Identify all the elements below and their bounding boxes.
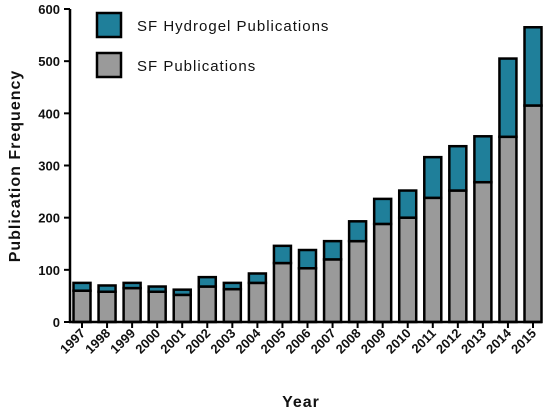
x-tick-label-2013: 2013	[458, 326, 489, 357]
bar-sf-hydrogel-publications-2006	[297, 248, 318, 270]
bar-sf-publications-2004	[247, 281, 268, 324]
bar-sf-publications-2003	[222, 287, 243, 324]
bar-sf-hydrogel-publications-2014	[498, 57, 518, 139]
bar-sf-publications-2007	[322, 258, 343, 324]
y-tick-label-400: 400	[38, 106, 60, 121]
x-tick-label-2000: 2000	[132, 326, 163, 357]
bar-sf-publications-2009	[372, 222, 393, 324]
bar-sf-hydrogel-publications-1998	[97, 284, 117, 293]
bar-sf-hydrogel-publications-1999	[122, 281, 142, 290]
bar-sf-hydrogel-publications-2008	[347, 220, 368, 243]
x-tick-label-2012: 2012	[433, 326, 464, 357]
x-tick-label-1998: 1998	[82, 326, 113, 357]
y-tick-label-500: 500	[38, 54, 60, 69]
bar-sf-hydrogel-publications-2015	[523, 26, 543, 107]
bar-sf-publications-1997	[72, 289, 92, 324]
x-tick-label-1999: 1999	[107, 326, 138, 357]
legend-swatch-sf-hydrogel-publications	[95, 11, 123, 39]
x-tick-label-2006: 2006	[283, 326, 314, 357]
bar-sf-publications-2005	[272, 261, 293, 324]
y-tick-label-300: 300	[38, 159, 60, 174]
x-tick-label-2001: 2001	[157, 326, 188, 357]
bar-sf-hydrogel-publications-2012	[448, 144, 468, 192]
bar-sf-hydrogel-publications-2005	[272, 244, 293, 265]
bar-sf-publications-2006	[297, 267, 318, 324]
legend: SF Hydrogel Publications SF Publications	[95, 11, 329, 79]
bar-sf-hydrogel-publications-2004	[247, 272, 268, 285]
bar-sf-hydrogel-publications-2011	[423, 155, 443, 200]
y-tick-label-0: 0	[53, 315, 60, 330]
bar-sf-publications-2013	[473, 180, 493, 324]
bar-sf-hydrogel-publications-2001	[172, 288, 192, 297]
x-tick-label-2002: 2002	[182, 326, 213, 357]
bar-sf-publications-2011	[423, 196, 443, 324]
x-tick-label-2009: 2009	[358, 326, 389, 357]
bar-sf-publications-2014	[498, 135, 518, 324]
x-tick-label-2010: 2010	[383, 326, 414, 357]
bar-sf-publications-2001	[172, 293, 192, 324]
bar-sf-hydrogel-publications-2002	[197, 275, 218, 288]
y-axis-title: Publication Frequency	[7, 70, 24, 263]
x-axis-title: Year	[282, 394, 320, 411]
x-tick-label-2003: 2003	[207, 326, 238, 357]
bar-sf-publications-1999	[122, 286, 142, 324]
x-tick-label-1997: 1997	[57, 326, 88, 357]
bar-sf-hydrogel-publications-2007	[322, 239, 343, 261]
bar-sf-publications-2012	[448, 189, 468, 324]
legend-swatch-sf-publications	[95, 51, 123, 79]
bar-sf-publications-2002	[197, 285, 218, 324]
bars-layer	[72, 26, 543, 324]
y-tick-label-200: 200	[38, 211, 60, 226]
x-tick-label-2004: 2004	[232, 325, 264, 357]
bar-sf-hydrogel-publications-1997	[72, 281, 92, 292]
y-tick-label-100: 100	[38, 263, 60, 278]
x-tick-label-2015: 2015	[508, 326, 539, 357]
legend-label-sf-publications: SF Publications	[137, 58, 256, 75]
bar-sf-hydrogel-publications-2003	[222, 281, 243, 291]
bar-sf-hydrogel-publications-2009	[372, 197, 393, 226]
bar-sf-publications-2000	[147, 290, 167, 324]
x-tick-label-2008: 2008	[333, 326, 364, 357]
y-tick-label-600: 600	[38, 2, 60, 17]
bar-sf-hydrogel-publications-2013	[473, 135, 493, 184]
bar-sf-publications-2008	[347, 239, 368, 324]
bar-sf-publications-1998	[97, 290, 117, 324]
x-tick-label-2011: 2011	[408, 326, 439, 357]
bar-sf-hydrogel-publications-2010	[397, 189, 418, 219]
x-tick-label-2007: 2007	[308, 326, 339, 357]
bar-sf-hydrogel-publications-2000	[147, 285, 167, 293]
bar-sf-publications-2015	[523, 104, 543, 324]
legend-label-sf-hydrogel-publications: SF Hydrogel Publications	[137, 18, 329, 35]
bar-sf-publications-2010	[397, 216, 418, 324]
x-tick-label-2014: 2014	[483, 325, 515, 357]
x-tick-label-2005: 2005	[258, 326, 289, 357]
